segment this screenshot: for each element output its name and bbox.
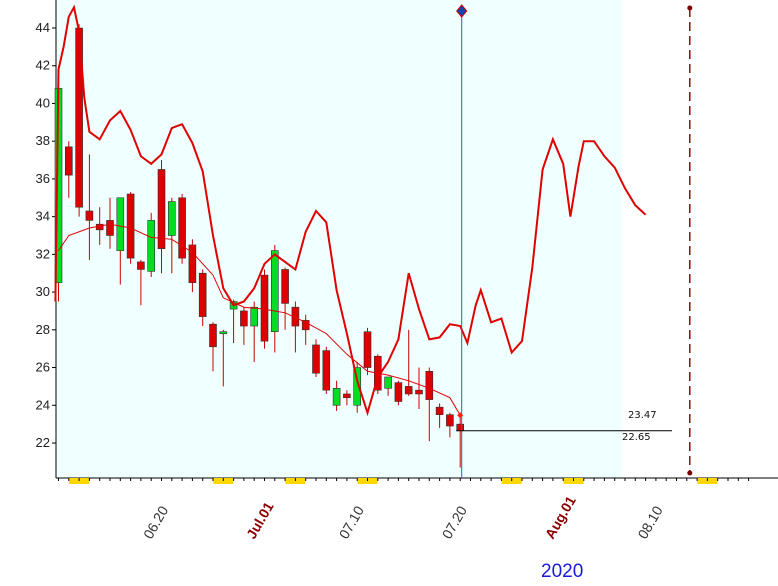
candle-body xyxy=(404,386,413,395)
candle-body xyxy=(209,323,217,348)
candle-body xyxy=(137,261,145,270)
candle-body xyxy=(157,169,166,250)
last-price-label: 22.65 xyxy=(622,432,651,443)
candle-body xyxy=(85,210,94,221)
candle-body xyxy=(456,423,465,432)
candle-body xyxy=(435,406,444,416)
candle-body xyxy=(446,414,454,427)
candle-body xyxy=(168,201,176,236)
candle-body xyxy=(250,306,258,327)
candle-body xyxy=(322,350,331,391)
candle-body xyxy=(363,331,372,368)
marker-layer xyxy=(456,4,693,478)
close-marker xyxy=(457,412,464,419)
candle-body xyxy=(188,244,197,283)
y-tick-label: 40 xyxy=(36,95,50,110)
candle-body xyxy=(126,193,135,259)
series-layer xyxy=(54,4,647,468)
candle-body xyxy=(394,382,403,402)
candle-body xyxy=(270,250,279,333)
candle-body xyxy=(219,331,228,335)
y-tick-label: 30 xyxy=(36,284,50,299)
y-tick-label: 32 xyxy=(36,246,50,261)
y-tick-label: 34 xyxy=(36,209,50,224)
ma-fast-line xyxy=(54,4,647,417)
future-date-top-dot xyxy=(687,5,693,11)
candle-body xyxy=(178,197,186,259)
candle-body xyxy=(425,371,434,400)
y-tick-label: 36 xyxy=(36,171,50,186)
current-date-marker xyxy=(456,4,468,18)
candle-body xyxy=(116,197,125,251)
y-tick-label: 38 xyxy=(36,133,50,148)
candle-body xyxy=(240,310,248,327)
label-layer: 23.47 22.65 2020 xyxy=(541,410,657,582)
y-tick-label: 24 xyxy=(36,397,50,412)
candle-body xyxy=(281,269,289,304)
candle-body xyxy=(415,389,423,395)
candle-body xyxy=(65,146,73,176)
year-label: 2020 xyxy=(541,561,583,581)
y-tick-label: 22 xyxy=(36,435,50,450)
candle-body xyxy=(291,306,300,327)
candle-body xyxy=(147,220,155,272)
y-tick-label: 42 xyxy=(36,58,50,73)
candle-body xyxy=(353,367,362,406)
future-date-bottom-dot xyxy=(687,470,693,476)
y-tick-label: 28 xyxy=(36,322,50,337)
candle-body xyxy=(384,376,392,389)
candle-body xyxy=(106,220,114,236)
candle-body xyxy=(312,344,320,374)
candle-body xyxy=(260,274,269,342)
current-close-label: 23.47 xyxy=(628,410,657,421)
plot-area-highlight xyxy=(56,0,622,478)
ma-slow-line xyxy=(58,223,461,416)
y-axis: 22 24 26 28 30 32 34 36 38 40 42 44 xyxy=(36,0,57,478)
y-tick-label: 26 xyxy=(36,360,50,375)
candle-body xyxy=(343,393,351,399)
candle-body xyxy=(198,272,207,317)
candle-body xyxy=(301,320,310,331)
candle-body xyxy=(332,387,341,406)
y-tick-label: 44 xyxy=(36,20,50,35)
